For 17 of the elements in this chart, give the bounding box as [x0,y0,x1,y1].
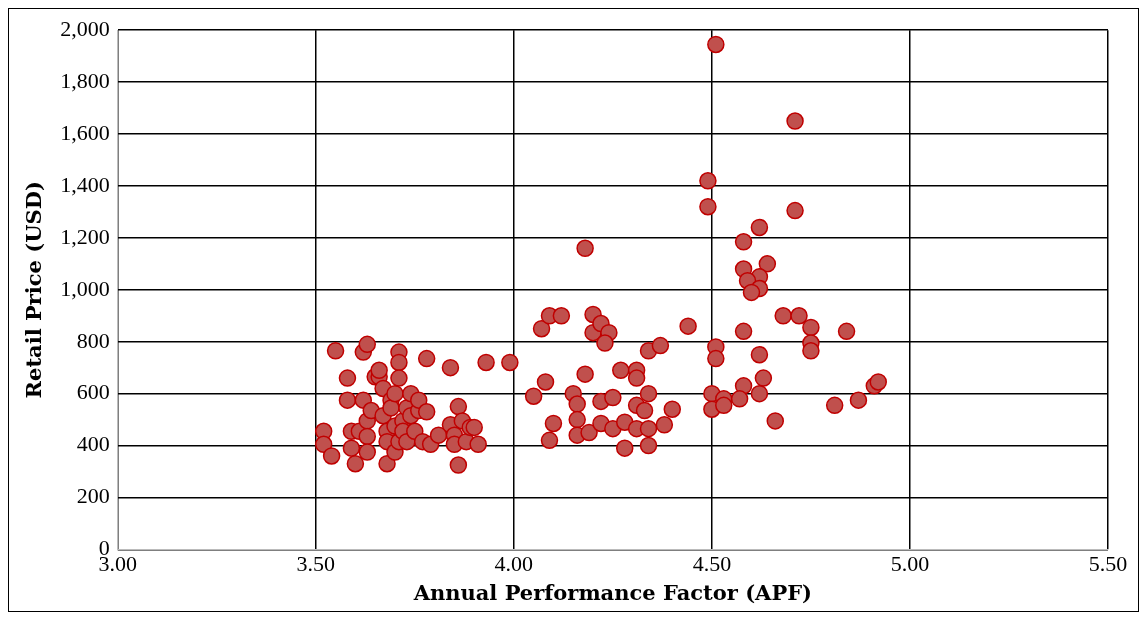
x-tick-label: 4.50 [692,551,732,577]
y-tick-label: 800 [76,327,110,353]
x-tick-label: 5.50 [1088,551,1128,577]
x-tick-label: 3.50 [296,551,336,577]
y-tick-label: 1,600 [60,119,110,145]
y-axis-title: Retail Price (USD) [21,181,47,399]
y-tick-label: 1,400 [60,171,110,197]
y-tick-label: 600 [76,379,110,405]
y-tick-label: 1,000 [60,275,110,301]
y-tick-label: 2,000 [60,15,110,41]
y-tick-label: 1,800 [60,67,110,93]
x-tick-label: 4.00 [494,551,534,577]
y-tick-label: 400 [76,431,110,457]
y-tick-label: 1,200 [60,223,110,249]
y-tick-label: 200 [76,483,110,509]
x-axis-title: Annual Performance Factor (APF) [412,579,813,605]
x-tick-label: 5.00 [890,551,930,577]
